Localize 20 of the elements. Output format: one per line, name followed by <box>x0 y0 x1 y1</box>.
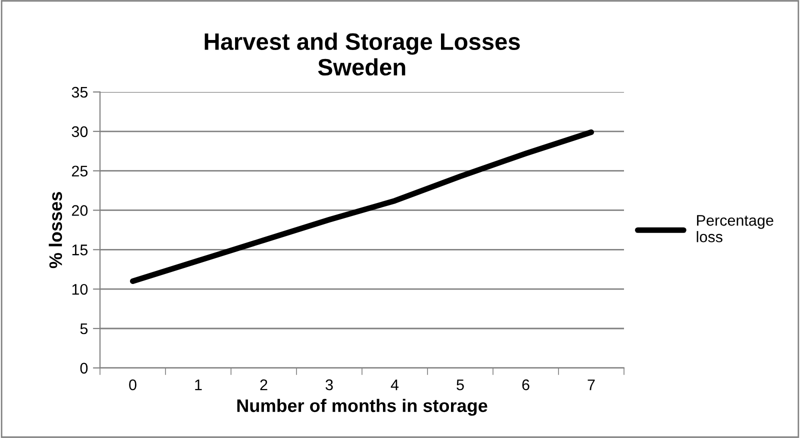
x-tick-label: 5 <box>456 380 464 390</box>
y-tick-label: 15 <box>72 244 88 256</box>
x-tick-label: 2 <box>260 379 268 390</box>
y-tick-label: 35 <box>72 86 88 98</box>
legend-label: Percentage loss <box>696 215 774 242</box>
x-tick-label: 0 <box>129 379 136 390</box>
y-tick-label: 30 <box>72 126 88 138</box>
chart-title: Harvest and Storage Losses Sweden <box>204 32 520 76</box>
y-tick-label: 10 <box>72 284 88 295</box>
x-tick-label: 7 <box>588 380 595 390</box>
y-tick-label: 25 <box>72 166 88 177</box>
y-tick-label: 20 <box>72 205 88 216</box>
x-tick-label: 4 <box>390 380 399 390</box>
x-tick-label: 6 <box>522 379 530 390</box>
y-tick-label: 0 <box>80 362 88 374</box>
y-axis-title: % losses <box>48 192 62 268</box>
y-tick-label: 5 <box>80 324 88 334</box>
x-axis-title: Number of months in storage <box>237 398 488 416</box>
x-tick-label: 3 <box>326 379 333 390</box>
x-tick-label: 1 <box>195 380 202 390</box>
